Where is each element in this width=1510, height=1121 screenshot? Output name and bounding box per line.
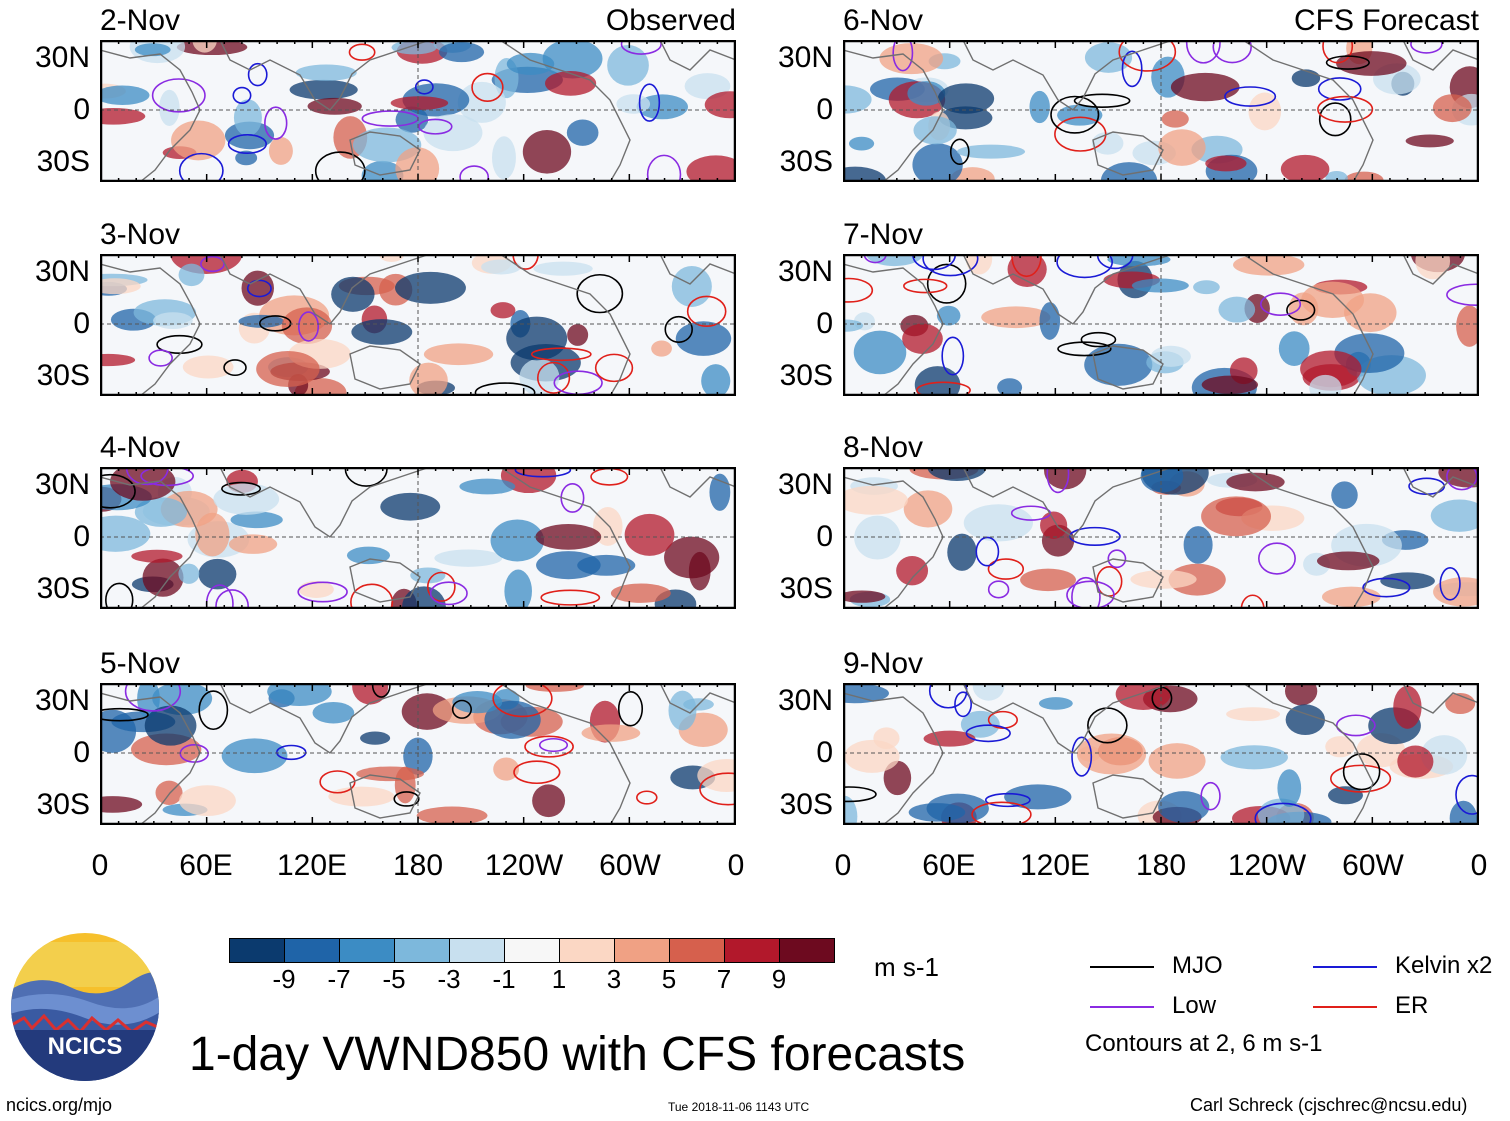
contour-note: Contours at 2, 6 m s-1 — [1085, 1030, 1323, 1057]
lat-tick: 0 — [73, 736, 90, 769]
panel-date: 9-Nov — [843, 647, 924, 680]
legend-label: Kelvin x2 — [1395, 952, 1493, 979]
map-panel-7-Nov — [843, 254, 1479, 396]
map-panel-2-Nov — [100, 40, 736, 182]
legend-line-er — [1313, 1006, 1377, 1008]
colorbar-tick: -7 — [327, 964, 351, 994]
colorbar-tick: 9 — [771, 964, 787, 994]
colorbar-swatch — [669, 938, 725, 963]
lat-tick: 30S — [36, 788, 90, 821]
lat-tick: 0 — [73, 307, 90, 340]
panel-date: 2-Nov — [100, 4, 181, 37]
panel-date: 3-Nov — [100, 218, 181, 251]
legend-label: ER — [1395, 992, 1429, 1019]
lat-tick: 30N — [34, 684, 90, 717]
colorbar-tick: 3 — [606, 964, 622, 994]
lon-tick: 60E — [922, 849, 976, 882]
lat-tick: 30N — [34, 41, 90, 74]
map-panel-5-Nov — [100, 683, 736, 825]
lat-tick: 30S — [779, 788, 833, 821]
lon-tick: 0 — [1470, 849, 1488, 882]
lat-tick: 30S — [779, 145, 833, 178]
lat-tick: 30N — [777, 255, 833, 288]
legend-label: MJO — [1172, 952, 1223, 979]
lat-tick: 30N — [777, 684, 833, 717]
lat-tick: 0 — [816, 736, 833, 769]
chart-title: 1-day VWND850 with CFS forecasts — [189, 1028, 966, 1081]
lat-tick: 30N — [777, 41, 833, 74]
lat-tick: 0 — [816, 307, 833, 340]
colorbar-swatch — [229, 938, 285, 963]
lat-tick: 30S — [36, 145, 90, 178]
lat-tick: 0 — [816, 520, 833, 553]
map-panel-6-Nov — [843, 40, 1479, 182]
lat-tick: 30N — [777, 468, 833, 501]
lon-tick: 120W — [484, 849, 564, 882]
lon-tick: 120E — [276, 849, 348, 882]
logo-text: NCICS — [48, 1033, 123, 1060]
map-panel-3-Nov — [100, 254, 736, 396]
panel-date: 5-Nov — [100, 647, 181, 680]
legend-label: Low — [1172, 992, 1217, 1019]
lat-tick: 0 — [73, 93, 90, 126]
colorbar-swatch — [559, 938, 615, 963]
panel-date: 4-Nov — [100, 431, 181, 464]
lat-tick: 30S — [36, 359, 90, 392]
panel-date: 7-Nov — [843, 218, 924, 251]
colorbar-swatch — [504, 938, 560, 963]
lat-tick: 30S — [779, 359, 833, 392]
colorbar-swatch — [724, 938, 780, 963]
lon-tick: 0 — [834, 849, 852, 882]
legend-line-kelvin-x2 — [1313, 966, 1377, 968]
colorbar-swatch — [779, 938, 835, 963]
colorbar-swatch — [449, 938, 505, 963]
colorbar-units: m s-1 — [874, 952, 939, 982]
legend-line-low — [1090, 1006, 1154, 1008]
column-header: Observed — [605, 4, 736, 37]
lon-tick: 180 — [1135, 849, 1187, 882]
lon-tick: 120E — [1019, 849, 1091, 882]
footer-timestamp: Tue 2018-11-06 1143 UTC — [668, 1100, 810, 1114]
lat-tick: 30S — [779, 572, 833, 605]
colorbar-tick: 1 — [551, 964, 567, 994]
ncics-logo: NCICS — [11, 933, 159, 1081]
column-header: CFS Forecast — [1293, 4, 1479, 37]
colorbar-tick: -9 — [272, 964, 296, 994]
colorbar-swatch — [614, 938, 670, 963]
lat-tick: 0 — [73, 520, 90, 553]
lon-tick: 0 — [727, 849, 745, 882]
colorbar-swatch — [394, 938, 450, 963]
colorbar-tick: -1 — [492, 964, 516, 994]
lon-tick: 60W — [1342, 849, 1404, 882]
map-panel-4-Nov — [100, 467, 736, 609]
lon-tick: 60E — [179, 849, 233, 882]
lat-tick: 30N — [34, 255, 90, 288]
footer-url: ncics.org/mjo — [6, 1095, 113, 1115]
colorbar-tick: 7 — [716, 964, 732, 994]
lat-tick: 0 — [816, 93, 833, 126]
panel-date: 8-Nov — [843, 431, 924, 464]
colorbar-swatch — [284, 938, 340, 963]
map-panel-9-Nov — [843, 683, 1479, 825]
colorbar — [229, 938, 835, 963]
lon-tick: 120W — [1227, 849, 1307, 882]
colorbar-tick: -3 — [437, 964, 461, 994]
colorbar-tick: -5 — [382, 964, 406, 994]
map-panel-8-Nov — [843, 467, 1479, 609]
colorbar-swatch — [339, 938, 395, 963]
lon-tick: 180 — [392, 849, 444, 882]
lat-tick: 30S — [36, 572, 90, 605]
lon-tick: 0 — [91, 849, 109, 882]
lon-tick: 60W — [599, 849, 661, 882]
footer-author: Carl Schreck (cjschrec@ncsu.edu) — [1190, 1095, 1468, 1115]
lat-tick: 30N — [34, 468, 90, 501]
legend-line-mjo — [1090, 966, 1154, 968]
panel-date: 6-Nov — [843, 4, 924, 37]
colorbar-tick: 5 — [661, 964, 677, 994]
